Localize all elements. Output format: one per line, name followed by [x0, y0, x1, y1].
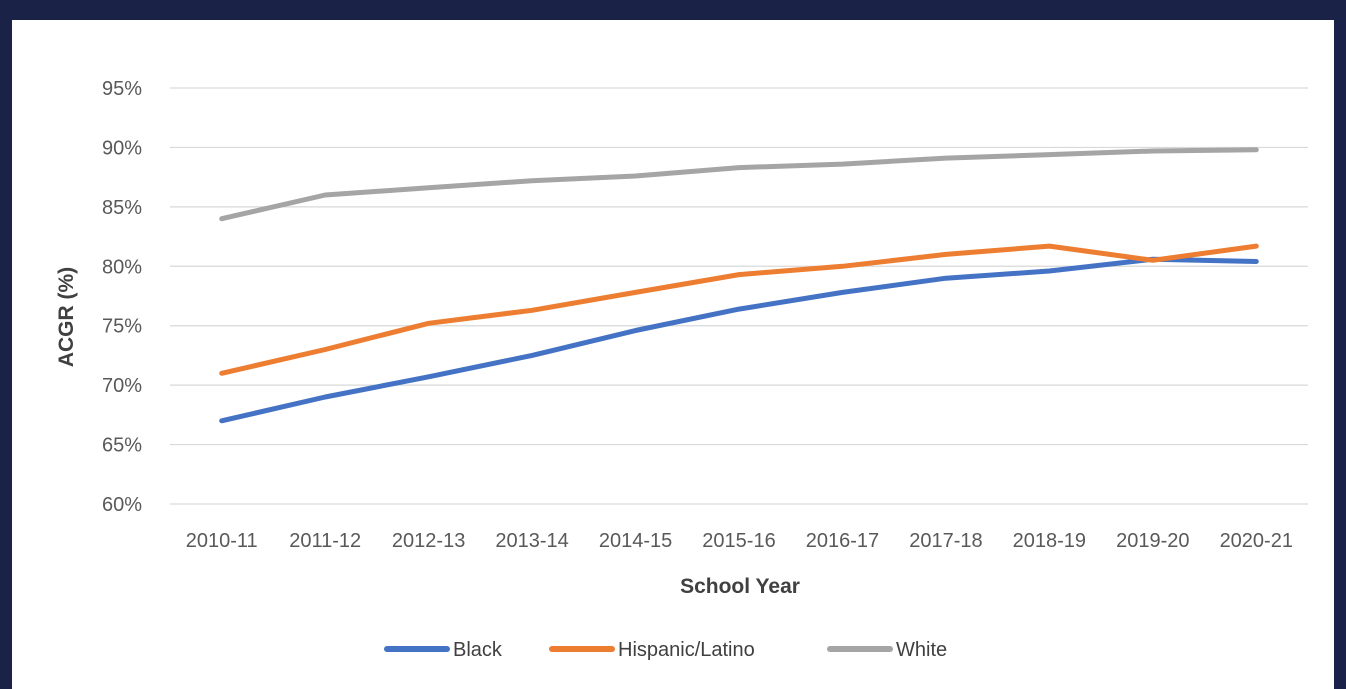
y-tick-label: 60% — [102, 494, 142, 516]
x-axis-title: School Year — [680, 575, 800, 598]
y-tick-label: 70% — [102, 375, 142, 397]
x-tick-label: 2019-20 — [1116, 530, 1189, 552]
legend-label-black: Black — [453, 639, 503, 661]
x-tick-label: 2013-14 — [495, 530, 568, 552]
x-tick-label: 2012-13 — [392, 530, 465, 552]
series-line-white — [219, 147, 1259, 222]
series-lines — [219, 147, 1259, 424]
gridlines — [170, 87, 1308, 505]
y-tick-label: 80% — [102, 256, 142, 278]
y-tick-label: 75% — [102, 316, 142, 338]
series-line-hispanic-latino — [219, 243, 1259, 376]
x-tick-label: 2014-15 — [599, 530, 672, 552]
legend-label-hispanic-latino: Hispanic/Latino — [618, 639, 755, 661]
x-tick-label: 2018-19 — [1013, 530, 1086, 552]
legend: Black Hispanic/Latino White — [384, 639, 947, 661]
y-tick-label: 95% — [102, 78, 142, 100]
x-axis-ticks: 2010-11 2011-12 2012-13 2013-14 2014-15 2015-… — [186, 530, 1293, 552]
x-tick-label: 2015-16 — [702, 530, 775, 552]
x-tick-label: 2016-17 — [806, 530, 879, 552]
chart-panel: 60% 65% 70% 75% 80% 85% 90% 95% 2010-11 2011-12 2… — [12, 20, 1334, 689]
y-tick-label: 65% — [102, 435, 142, 457]
y-axis-title: ACGR (%) — [55, 267, 78, 367]
x-tick-label: 2020-21 — [1220, 530, 1293, 552]
legend-label-white: White — [896, 639, 947, 661]
series-line-black — [219, 256, 1259, 424]
x-tick-label: 2011-12 — [289, 530, 361, 552]
x-tick-label: 2017-18 — [909, 530, 982, 552]
x-tick-label: 2010-11 — [186, 530, 258, 552]
y-axis-ticks: 60% 65% 70% 75% 80% 85% 90% 95% — [102, 78, 142, 516]
y-tick-label: 90% — [102, 137, 142, 159]
y-tick-label: 85% — [102, 197, 142, 219]
line-chart: 60%65%70%75%80%85%90%95% 2010-11 2011-12 2… — [55, 78, 1308, 661]
